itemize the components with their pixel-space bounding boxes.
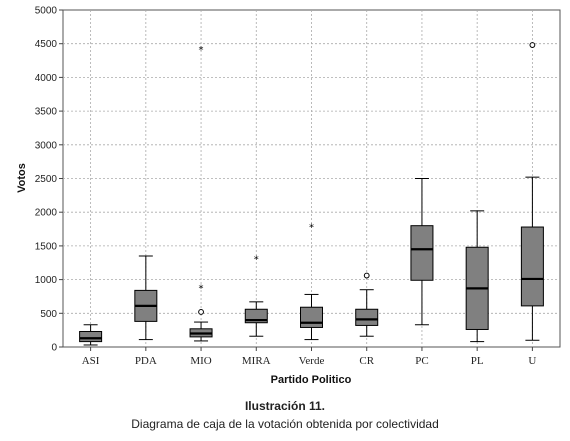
y-axis-title: Votos <box>16 163 28 193</box>
y-tick-label: 4500 <box>35 39 58 50</box>
box-iqr <box>410 225 434 281</box>
y-tick-label: 5000 <box>35 6 58 17</box>
x-axis-labels: ASI PDA MIO MIRA Verde CR PC PL U <box>82 347 536 367</box>
y-tick-label: 0 <box>51 343 57 354</box>
box-u <box>520 42 544 341</box>
outlier-circle <box>198 309 204 315</box>
outlier-circle <box>363 272 370 279</box>
box-asi <box>79 324 103 346</box>
y-tick-label: 2000 <box>35 208 58 219</box>
boxplot-chart: 0 500 1000 1500 2000 2500 3000 3500 4000 4500 5000… <box>16 6 561 386</box>
box-verde: * <box>300 222 323 341</box>
x-tick-label: MIRA <box>242 355 271 367</box>
figure-caption-subtitle: Diagrama de caja de la votación obtenida… <box>131 417 439 431</box>
x-tick-label: U <box>528 355 536 367</box>
box-pc <box>410 178 434 326</box>
y-tick-label: 2500 <box>35 174 58 185</box>
x-tick-label: PL <box>471 355 484 367</box>
outlier-star: * <box>199 45 204 56</box>
box-cr <box>355 272 379 337</box>
box-iqr <box>355 308 379 326</box>
x-tick-label: CR <box>359 355 374 367</box>
outlier-circle <box>529 42 536 48</box>
box-pl <box>465 210 489 343</box>
x-tick-label: PDA <box>135 355 157 367</box>
y-tick-label: 500 <box>40 309 57 320</box>
box-mira: * <box>244 255 268 337</box>
y-tick-label: 3000 <box>35 140 58 151</box>
box-iqr <box>520 226 544 307</box>
outlier-star: * <box>254 255 259 266</box>
figure-caption-title: Ilustración 11. <box>244 399 326 413</box>
x-tick-label: Verde <box>299 355 325 367</box>
box-mio: ** <box>189 45 213 342</box>
box-iqr <box>79 330 103 343</box>
y-tick-label: 1500 <box>35 241 58 252</box>
x-axis-title: Partido Politico <box>271 374 352 386</box>
x-tick-label: PC <box>415 355 428 367</box>
box-series: **** <box>79 42 544 346</box>
y-tick-label: 3500 <box>35 107 58 118</box>
box-iqr <box>300 306 323 328</box>
x-tick-label: ASI <box>82 355 100 367</box>
y-tick-label: 1000 <box>35 275 58 286</box>
x-tick-label: MIO <box>190 355 211 367</box>
box-pda <box>134 255 158 341</box>
y-axis-ticks: 0 500 1000 1500 2000 2500 3000 3500 4000 4500 5000 <box>35 6 63 354</box>
outlier-star: * <box>199 284 204 295</box>
y-tick-label: 4000 <box>35 73 58 84</box>
outlier-star: * <box>309 222 314 233</box>
